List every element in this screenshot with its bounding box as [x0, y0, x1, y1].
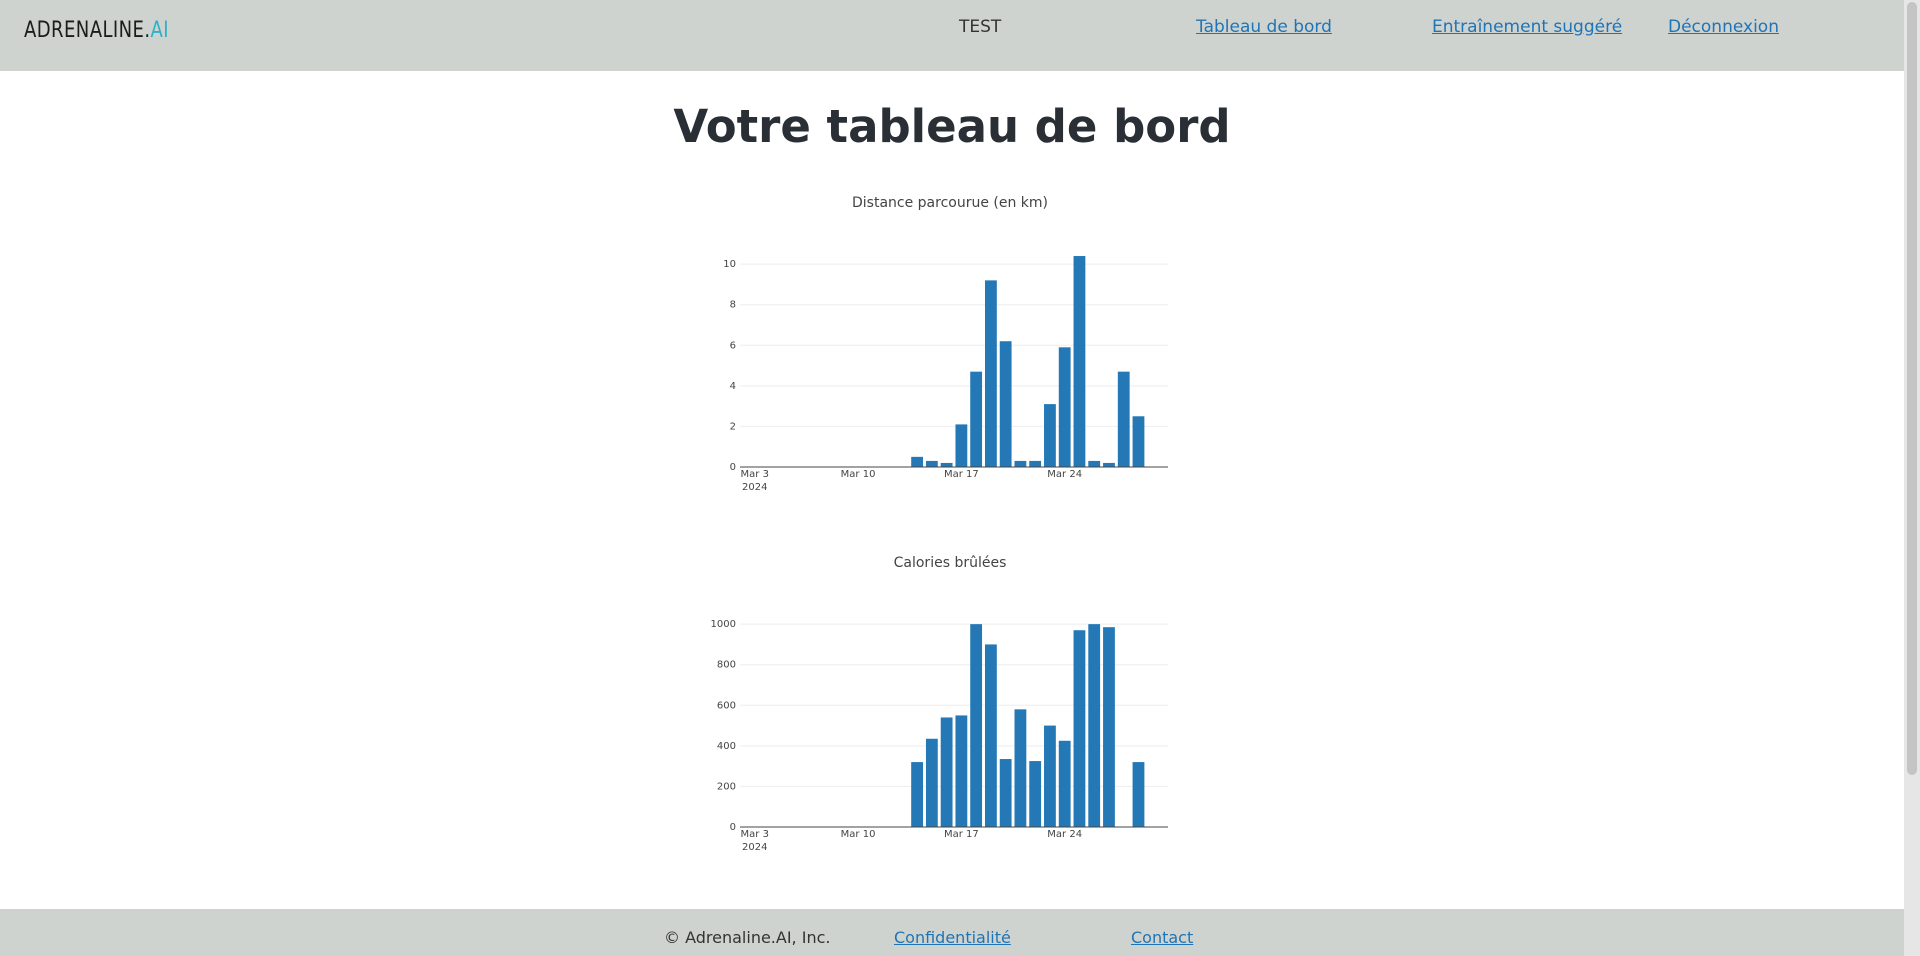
y-tick-label: 0: [730, 822, 736, 833]
bar: [940, 462, 953, 467]
x-tick-label: Mar 10: [841, 829, 876, 840]
calories-chart: Calories brûlées 0 200 400 600 800 1000 Mar 3 2…: [700, 550, 1200, 860]
x-tick-label: Mar 17: [944, 469, 979, 480]
bar: [911, 762, 924, 827]
bar: [1014, 460, 1027, 467]
x-tick-label: Mar 10: [841, 469, 876, 480]
x-tick-label: Mar 24: [1047, 469, 1082, 480]
bar: [1029, 460, 1042, 467]
bar: [1058, 347, 1071, 467]
scrollbar-thumb[interactable]: [1907, 2, 1917, 775]
privacy-link[interactable]: Confidentialité: [894, 928, 1011, 947]
bar: [911, 456, 924, 467]
x-tick-label: Mar 3: [741, 469, 769, 480]
x-year-label: 2024: [742, 482, 767, 493]
copyright-text: © Adrenaline.AI, Inc.: [664, 928, 831, 947]
nav-logout-link[interactable]: Déconnexion: [1668, 17, 1779, 37]
bar: [1088, 460, 1101, 467]
bar: [955, 424, 968, 467]
bar: [1029, 761, 1042, 827]
y-tick-label: 2: [730, 421, 736, 432]
bar: [1132, 416, 1145, 467]
calories-chart-svg: 0 200 400 600 800 1000 Mar 3 2024 Mar 10 Mar 17 Ma…: [711, 619, 1168, 853]
nav-suggested-training-link[interactable]: Entraînement suggéré: [1432, 17, 1623, 37]
x-tick-label: Mar 17: [944, 829, 979, 840]
bar: [925, 460, 938, 467]
chart-title: Distance parcourue (en km): [851, 195, 1048, 211]
y-tick-label: 0: [730, 462, 736, 473]
logo-text: ADRENALINE.: [24, 18, 151, 43]
y-tick-label: 6: [730, 340, 736, 351]
bar: [984, 644, 997, 827]
bar: [940, 717, 953, 827]
user-name: TEST: [959, 17, 1002, 37]
bar: [999, 759, 1012, 827]
bar: [970, 624, 983, 827]
bar: [1103, 627, 1115, 827]
bar: [1088, 624, 1101, 827]
y-tick-label: 600: [717, 700, 736, 711]
bar: [1103, 462, 1115, 467]
page-title: Votre tableau de bord: [673, 100, 1231, 153]
bar: [1073, 630, 1086, 827]
x-year-label: 2024: [742, 842, 767, 853]
distance-chart: Distance parcourue (en km) 0 2 4 6 8 10 Mar 3 2…: [700, 190, 1200, 500]
y-tick-label: 800: [717, 660, 736, 671]
y-tick-label: 10: [723, 259, 736, 270]
footer: © Adrenaline.AI, Inc. Confidentialité Co…: [0, 909, 1904, 956]
distance-chart-svg: 0 2 4 6 8 10 Mar 3 2024 Mar 10 Mar 17 Mar 24: [723, 256, 1168, 493]
x-tick-label: Mar 3: [741, 829, 769, 840]
x-tick-label: Mar 24: [1047, 829, 1082, 840]
y-tick-label: 1000: [711, 619, 736, 630]
bar: [1058, 740, 1071, 827]
chart-title: Calories brûlées: [893, 555, 1007, 571]
contact-link[interactable]: Contact: [1131, 928, 1194, 947]
bar: [1132, 762, 1145, 827]
bar: [984, 280, 997, 467]
bar: [999, 341, 1012, 467]
bar: [1073, 256, 1086, 467]
bar: [1044, 404, 1056, 467]
logo-accent-text: AI: [150, 18, 169, 43]
y-tick-label: 400: [717, 741, 736, 752]
top-navbar: ADRENALINE.AI TEST Tableau de bord Entra…: [0, 0, 1904, 71]
bar: [925, 738, 938, 827]
bar: [1117, 371, 1130, 467]
bar: [970, 371, 983, 467]
y-tick-label: 4: [730, 381, 736, 392]
y-tick-label: 8: [730, 300, 736, 311]
bar: [1014, 709, 1027, 827]
logo[interactable]: ADRENALINE.AI: [24, 18, 169, 43]
bar: [1044, 725, 1056, 827]
vertical-scrollbar[interactable]: [1904, 0, 1920, 956]
nav-dashboard-link[interactable]: Tableau de bord: [1196, 17, 1332, 37]
bar: [955, 715, 968, 827]
y-tick-label: 200: [717, 781, 736, 792]
